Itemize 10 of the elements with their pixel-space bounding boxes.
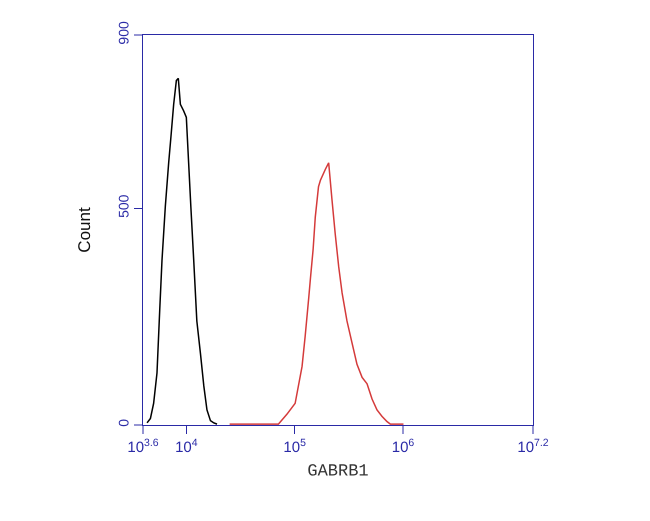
x-tick-label: 10$^{7.2}$: [517, 436, 549, 456]
y-tick-label: 0: [115, 418, 132, 427]
x-axis-title: GABRB1: [307, 462, 369, 482]
y-tick-label: 500: [115, 194, 132, 218]
x-tick-label: 10$^{5}$: [283, 436, 306, 456]
x-tick-label: 10$^{3.6}$: [127, 436, 159, 456]
y-axis-title: Count: [74, 207, 94, 253]
x-tick-label: 10$^{6}$: [392, 436, 414, 456]
y-tick-label: 900: [115, 21, 132, 45]
x-tick-label: 10$^{4}$: [175, 436, 198, 456]
